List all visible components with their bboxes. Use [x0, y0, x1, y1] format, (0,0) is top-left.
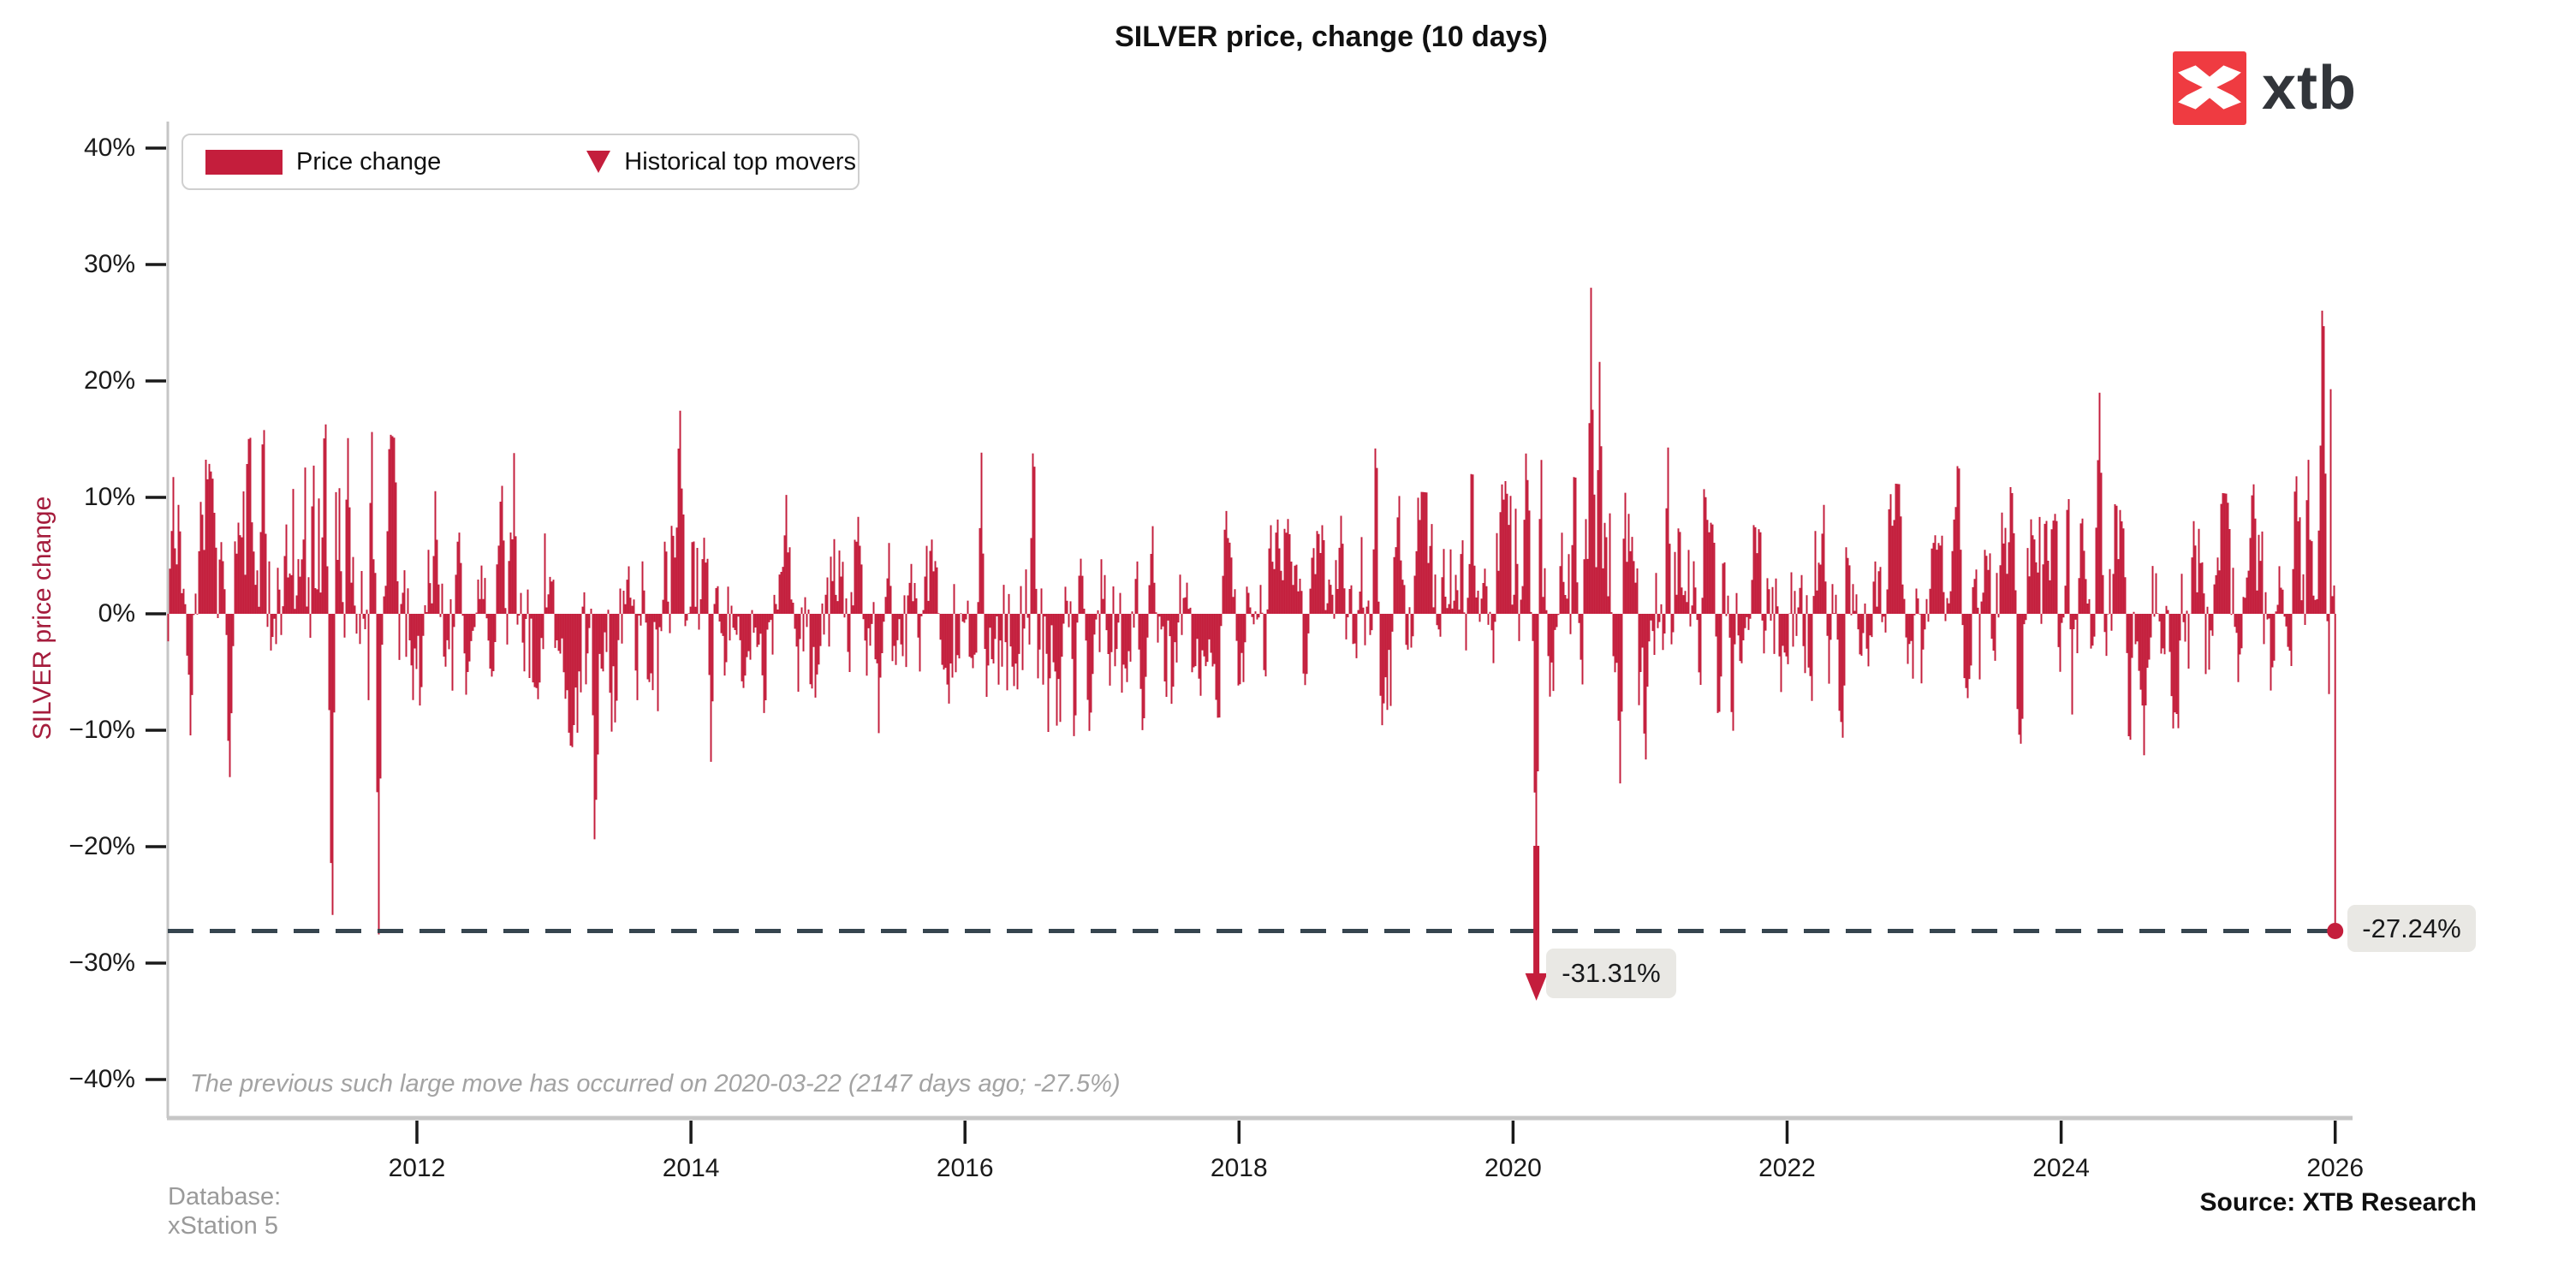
xtb-logo-text: xtb	[2262, 54, 2357, 122]
top-mover-annotation: -31.31%	[1546, 949, 1676, 998]
x-tick-label: 2022	[1758, 1154, 1816, 1182]
chart-title: SILVER price, change (10 days)	[1115, 21, 1548, 53]
legend-label-top-movers: Historical top movers	[624, 147, 857, 175]
x-tick-label: 2026	[2306, 1154, 2365, 1182]
x-tick-label: 2016	[936, 1154, 994, 1182]
last-point-dot	[2327, 922, 2344, 939]
x-tick-label: 2024	[2032, 1154, 2090, 1182]
x-tick-label: 2020	[1484, 1154, 1542, 1182]
x-tick-label: 2014	[662, 1154, 720, 1182]
y-tick-label: −10%	[68, 716, 135, 744]
legend-bar-swatch	[205, 149, 283, 175]
database-name: xStation 5	[168, 1212, 278, 1240]
y-tick-label: 40%	[83, 134, 135, 162]
previous-move-note: The previous such large move has occurre…	[190, 1070, 1121, 1098]
y-tick-label: 30%	[83, 250, 135, 278]
xtb-logo: xtb	[2173, 51, 2357, 125]
y-tick-label: 10%	[83, 483, 135, 511]
y-tick-label: 0%	[98, 599, 135, 628]
chart-legend: Price change Historical top movers	[181, 134, 860, 190]
xtb-logo-icon	[2173, 51, 2246, 125]
top-mover-annotation-value: -31.31%	[1562, 958, 1661, 988]
source-credit: Source: XTB Research	[2199, 1188, 2477, 1216]
database-label: Database:	[168, 1183, 282, 1211]
x-tick-label: 2012	[388, 1154, 446, 1182]
legend-label-price-change: Price change	[296, 147, 442, 175]
y-tick-label: −30%	[68, 949, 135, 977]
x-tick-label: 2018	[1210, 1154, 1268, 1182]
y-tick-label: −20%	[68, 832, 135, 860]
last-point-annotation-value: -27.24%	[2362, 913, 2461, 943]
y-tick-label: −40%	[68, 1065, 135, 1093]
legend-triangle-down-icon	[586, 151, 611, 173]
price-change-bars	[167, 288, 2336, 968]
last-point-annotation: -27.24%	[2347, 905, 2476, 952]
top-mover-arrow-head-icon	[1525, 973, 1548, 1001]
y-tick-label: 20%	[83, 366, 135, 395]
